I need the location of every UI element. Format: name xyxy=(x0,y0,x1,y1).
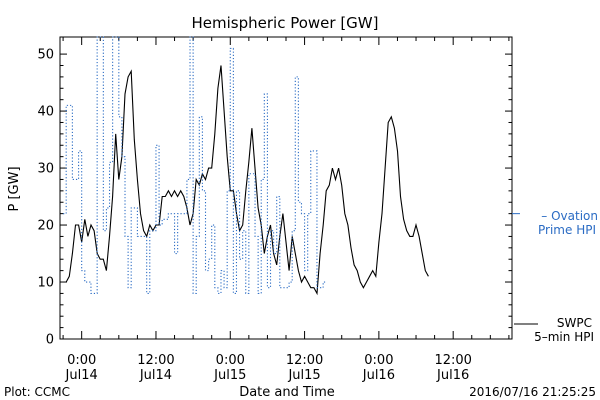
x-axis-label: Date and Time xyxy=(239,385,335,400)
legend: – Ovation Prime HPI SWPC 5–min HPI xyxy=(514,209,598,344)
x-tick-label-date: Jul16 xyxy=(362,368,395,383)
x-tick-label-time: 0:00 xyxy=(216,353,245,368)
y-tick-label: 50 xyxy=(37,48,54,63)
series-ovation-prime-hpi xyxy=(63,36,327,294)
footer-left: Plot: CCMC xyxy=(4,385,70,399)
footer-right: 2016/07/16 21:25:25 xyxy=(469,385,596,399)
series-layer xyxy=(63,36,520,296)
y-axis-label: P [GW] xyxy=(7,166,22,211)
x-tick-label-date: Jul14 xyxy=(139,368,172,383)
y-tick-label: 30 xyxy=(37,162,54,177)
legend-ovation: – Ovation Prime HPI xyxy=(538,209,598,237)
plot-area xyxy=(59,36,513,340)
legend-swpc-line2: 5–min HPI xyxy=(534,330,594,344)
legend-ovation-line1: – Ovation xyxy=(541,209,598,223)
x-tick-label-time: 0:00 xyxy=(67,353,96,368)
x-tick-label-date: Jul15 xyxy=(287,368,320,383)
y-tick-label: 40 xyxy=(37,105,54,120)
legend-ovation-line2: Prime HPI xyxy=(538,223,596,237)
x-tick-label-time: 0:00 xyxy=(364,353,393,368)
chart-title: Hemispheric Power [GW] xyxy=(192,14,379,32)
legend-swpc: SWPC 5–min HPI xyxy=(514,316,594,344)
x-tick-label-time: 12:00 xyxy=(434,353,471,368)
y-tick-label: 20 xyxy=(37,219,54,234)
x-tick-label-date: Jul14 xyxy=(65,368,98,383)
x-tick-label-time: 12:00 xyxy=(286,353,323,368)
x-tick-label-date: Jul16 xyxy=(436,368,469,383)
y-axis: 0 10 20 30 40 50 xyxy=(37,48,512,348)
y-tick-label: 0 xyxy=(46,333,54,348)
series-swpc-5min-hpi xyxy=(65,65,429,296)
x-axis: 0:00Jul1412:00Jul140:00Jul1512:00Jul150:… xyxy=(62,37,510,383)
legend-swpc-line1: SWPC xyxy=(557,316,592,330)
y-tick-label: 10 xyxy=(37,276,54,291)
x-tick-label-time: 12:00 xyxy=(137,353,174,368)
x-tick-label-date: Jul15 xyxy=(213,368,246,383)
